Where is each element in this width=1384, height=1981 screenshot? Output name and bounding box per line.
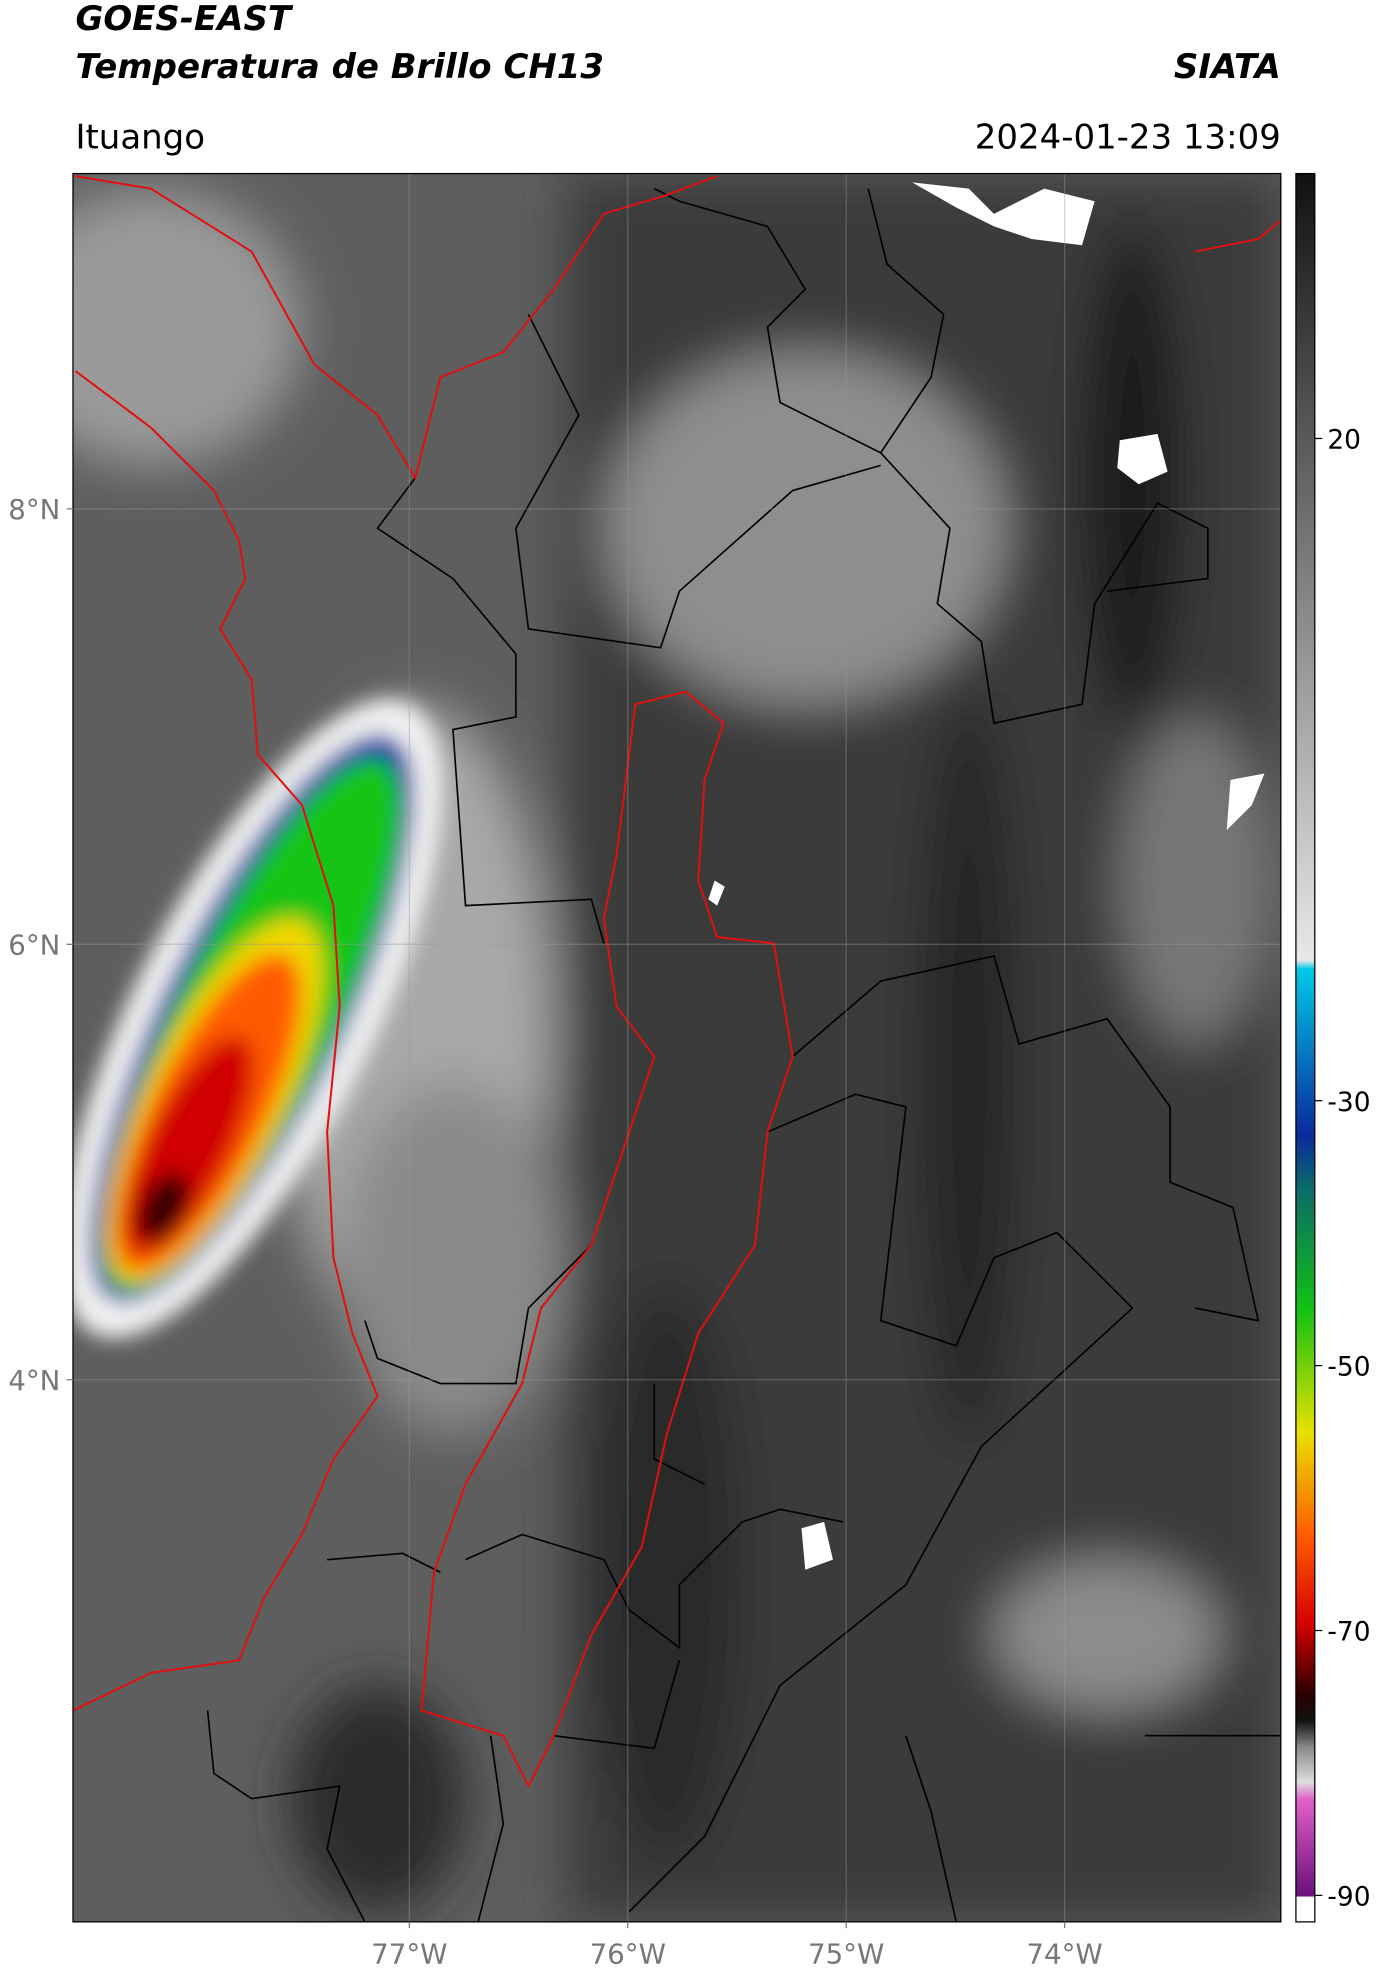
colorbar-tick-label: -50 — [1327, 1352, 1370, 1383]
map-image — [72, 173, 1281, 1922]
x-tick-label: 77°W — [371, 1937, 447, 1970]
y-tick-label: 6°N — [8, 928, 60, 961]
map-frame — [72, 172, 1282, 1923]
grid — [72, 173, 1281, 1922]
colorbar — [1295, 172, 1316, 1923]
x-tick-label: 75°W — [808, 1937, 884, 1970]
colorbar-tick-label: -90 — [1327, 1881, 1370, 1912]
datetime: 2024-01-23 13:09 — [975, 117, 1281, 157]
colorbar-tick-label: -30 — [1327, 1087, 1370, 1118]
colorbar-tick-label: 20 — [1327, 425, 1361, 456]
subtitle: Temperatura de Brillo CH13 — [75, 47, 604, 87]
x-tick-label: 76°W — [590, 1937, 666, 1970]
y-tick-label: 4°N — [8, 1364, 60, 1397]
x-tick-label: 74°W — [1026, 1937, 1102, 1970]
location: Ituango — [75, 117, 205, 157]
source: SIATA — [1174, 47, 1281, 87]
title: GOES-EAST — [75, 0, 293, 39]
y-tick-label: 8°N — [8, 493, 60, 526]
colorbar-tick-label: -70 — [1327, 1617, 1370, 1648]
